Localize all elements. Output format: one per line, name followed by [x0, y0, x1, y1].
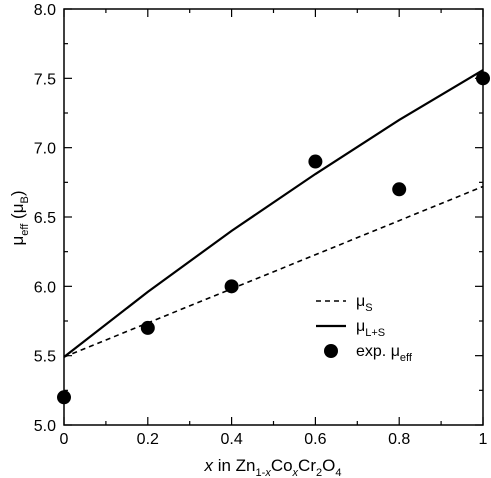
x-tick-label: 0 [60, 431, 69, 448]
legend-label-exp: exp. μeff [356, 343, 413, 364]
data-point-exp [57, 390, 71, 405]
legend-label-mu-ls: μL+S [356, 318, 385, 339]
data-point-exp [392, 182, 407, 197]
y-tick-label: 6.0 [34, 279, 56, 296]
x-tick-label: 0.2 [137, 431, 159, 448]
series-line-mu-s [63, 185, 484, 358]
x-tick-label: 0.8 [388, 431, 410, 448]
data-point-exp [308, 154, 323, 169]
legend-marker [324, 344, 338, 358]
y-tick-label: 7.5 [34, 71, 56, 88]
data-point-exp [476, 71, 490, 86]
data-point-exp [224, 279, 239, 294]
legend: μS μL+S exp. μeff [316, 293, 413, 364]
y-tick-label: 8.0 [34, 2, 56, 19]
y-tick-label: 6.5 [34, 210, 56, 227]
legend-label-mu-s: μS [356, 293, 373, 314]
plot-area: 0 0.2 0.4 0.6 0.8 1 5.0 5.5 6.0 6.5 7.0 7.5 8.0 [34, 2, 490, 448]
x-tick-label: 0.6 [304, 431, 326, 448]
y-tick-label: 7.0 [34, 141, 56, 158]
plot-frame [63, 8, 484, 426]
y-tick-label: 5.5 [34, 349, 56, 366]
y-tick-label: 5.0 [34, 418, 56, 435]
x-axis-label: x in Zn1-xCoxCr2O4 [204, 456, 342, 478]
x-tick-label: 0.4 [220, 431, 242, 448]
series-line-mu-ls [63, 69, 484, 358]
y-axis-label: μeff (μB) [8, 190, 31, 245]
data-point-exp [140, 320, 155, 335]
x-tick-label: 1 [479, 431, 488, 448]
